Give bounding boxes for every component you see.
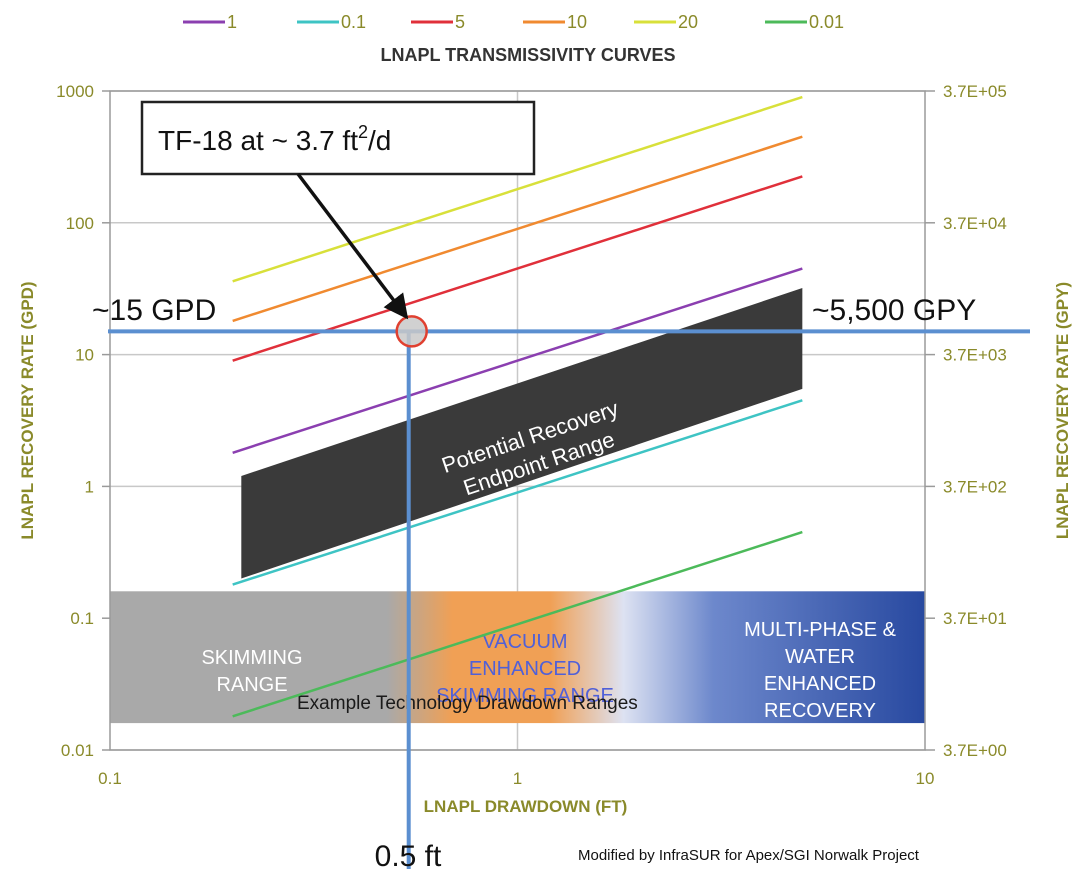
- callout-main: TF-18 at ~ 3.7 ft: [158, 125, 358, 156]
- series-line-0: [232, 267, 803, 454]
- legend-title: LNAPL TRANSMISSIVITY CURVES: [380, 45, 675, 65]
- series-line-3: [232, 135, 803, 323]
- x-axis-title: LNAPL DRAWDOWN (FT): [424, 797, 628, 816]
- plot-frame: [109, 90, 926, 751]
- multiphase-label-line-2: ENHANCED: [764, 673, 876, 695]
- y-tick-label: 1000: [56, 82, 94, 101]
- vacuum-label-line-1: ENHANCED: [469, 658, 581, 680]
- gpy-annotation: ~5,500 GPY: [812, 294, 976, 327]
- y2-tick-label: 3.7E+01: [943, 609, 1007, 628]
- y2-axis-title: LNAPL RECOVERY RATE (GPY): [1053, 282, 1072, 539]
- skimming-label-line-0: SKIMMING: [201, 647, 302, 669]
- legend-label-2: 5: [455, 12, 465, 32]
- callout-arrow: [296, 172, 409, 320]
- y-tick-label: 10: [75, 346, 94, 365]
- legend-label-0: 1: [227, 12, 237, 32]
- skimming-label-line-1: RANGE: [216, 674, 287, 696]
- y2-tick-label: 3.7E+04: [943, 214, 1007, 233]
- credit-text: Modified by InfraSUR for Apex/SGI Norwal…: [578, 847, 920, 864]
- x-tick-label: 1: [513, 769, 522, 788]
- x-tick-label: 0.1: [98, 769, 122, 788]
- series-lines: [232, 95, 803, 718]
- technology-range-bar: [110, 591, 925, 724]
- y-tick-label: 100: [66, 214, 94, 233]
- tf18-point-marker: [395, 315, 428, 348]
- y2-tick-label: 3.7E+05: [943, 82, 1007, 101]
- vacuum-label-line-0: VACUUM: [482, 631, 567, 653]
- multiphase-label-line-0: MULTI-PHASE &: [744, 619, 897, 641]
- multiphase-label-line-1: WATER: [785, 646, 855, 668]
- legend-label-3: 10: [567, 12, 587, 32]
- legend-label-4: 20: [678, 12, 698, 32]
- y-axis-title: LNAPL RECOVERY RATE (GPD): [18, 281, 37, 539]
- technology-range-caption: Example Technology Drawdown Ranges: [297, 693, 638, 714]
- legend-label-1: 0.1: [341, 12, 366, 32]
- y-tick-label: 1: [85, 477, 94, 496]
- callout-tail: /d: [368, 125, 391, 156]
- series-line-5: [232, 530, 803, 718]
- y-tick-label: 0.1: [70, 609, 94, 628]
- callout-box: [140, 100, 536, 176]
- technology-range-labels: SKIMMING RANGE VACUUM ENHANCED SKIMMING RANG…: [201, 619, 896, 722]
- callout-text: TF-18 at ~ 3.7 ft2/d: [158, 122, 391, 156]
- y2-tick-label: 3.7E+02: [943, 477, 1007, 496]
- drawdown-annotation: 0.5 ft: [375, 840, 442, 869]
- y2-tick-label: 3.7E+00: [943, 741, 1007, 760]
- vacuum-label-line-2: SKIMMING RANGE: [436, 685, 614, 707]
- series-line-4: [232, 95, 803, 283]
- axis-ticks: 0.1 1 100.010.111010010003.7E+003.7E+013.7…: [56, 82, 1007, 788]
- callout-superscript: 2: [358, 122, 368, 142]
- legend: 1 0.1 5 10 20 0.01: [183, 12, 844, 32]
- recovery-endpoint-band: [241, 288, 803, 579]
- x-tick-label: 10: [916, 769, 935, 788]
- y2-tick-label: 3.7E+03: [943, 346, 1007, 365]
- series-line-1: [232, 399, 803, 586]
- y-tick-label: 0.01: [61, 741, 94, 760]
- legend-label-5: 0.01: [809, 12, 844, 32]
- multiphase-label-line-3: RECOVERY: [764, 700, 876, 722]
- gpd-annotation: ~15 GPD: [92, 294, 216, 327]
